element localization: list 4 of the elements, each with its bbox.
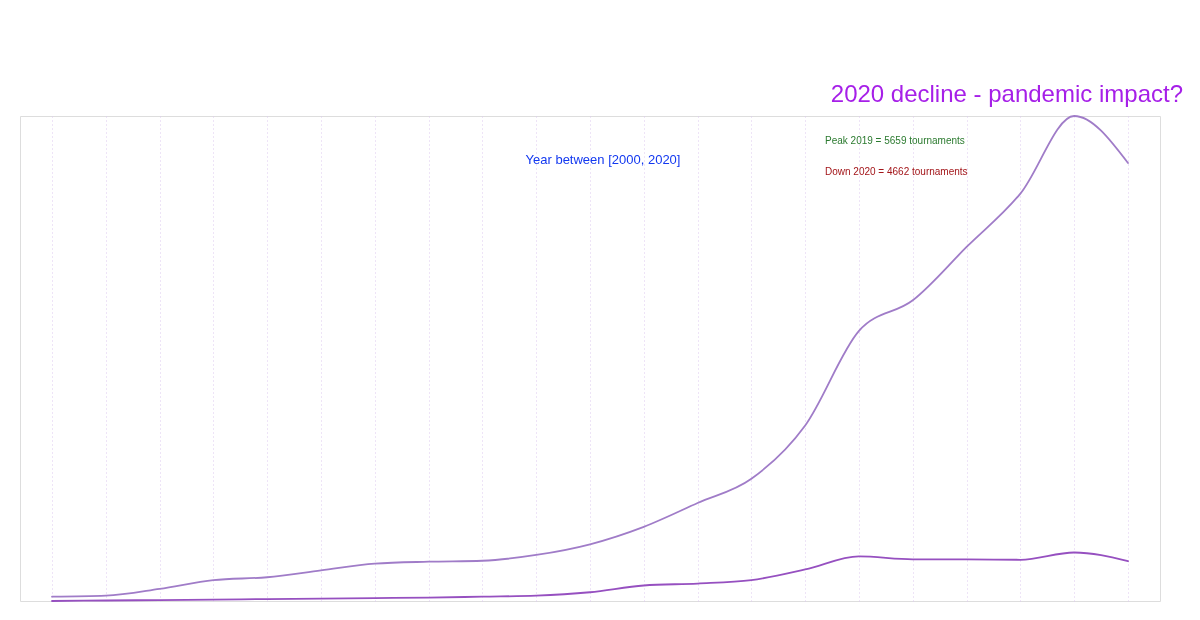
chart-title: 2020 decline - pandemic impact? [830, 80, 1183, 108]
annotation: Down 2020 = 4662 tournaments [825, 166, 968, 177]
annotation: Peak 2019 = 5659 tournaments [825, 135, 965, 146]
text: Year between [2000, 2020] [525, 152, 681, 167]
